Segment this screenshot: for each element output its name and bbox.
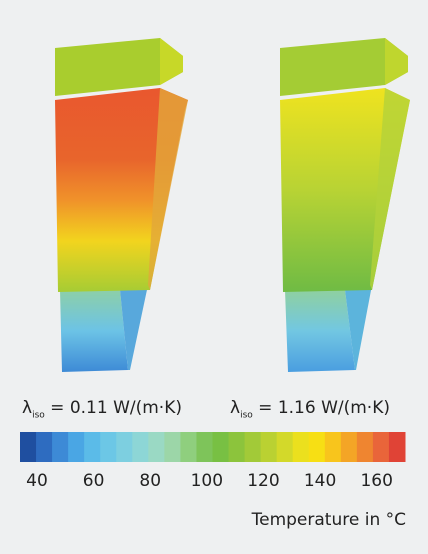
tick-label: 140 — [304, 471, 336, 491]
label-text: = 0.11 W/(m·K) — [50, 398, 182, 418]
color-segment — [84, 432, 101, 462]
color-segment — [293, 432, 310, 462]
subscript: iso — [240, 410, 253, 420]
colorbar-title: Temperature in °C — [252, 510, 406, 530]
figure: 406080100120140160 λiso = 0.11 W/(m·K) λ… — [0, 0, 428, 554]
model-right — [280, 38, 410, 372]
color-segment — [277, 432, 294, 462]
color-segment — [341, 432, 358, 462]
panel-label: λiso = 1.16 W/(m·K) — [230, 398, 390, 420]
color-segment — [68, 432, 85, 462]
tick-label: 40 — [26, 471, 48, 491]
canvas: 40 60 80 100 120 140 160 — [0, 0, 428, 554]
color-segment — [20, 432, 37, 462]
color-segment — [245, 432, 262, 462]
symbol: λ — [230, 398, 240, 418]
color-segment — [180, 432, 197, 462]
color-segment — [213, 432, 230, 462]
panel-label: λiso = 0.11 W/(m·K) — [22, 398, 182, 420]
color-segment — [261, 432, 278, 462]
color-segment — [357, 432, 374, 462]
symbol: λ — [22, 398, 32, 418]
subscript: iso — [32, 410, 45, 420]
color-segment — [373, 432, 390, 462]
color-segment — [52, 432, 69, 462]
color-segment — [116, 432, 133, 462]
color-segment — [164, 432, 181, 462]
color-segment — [196, 432, 213, 462]
color-segment — [132, 432, 149, 462]
tick-label: 160 — [360, 471, 392, 491]
model-left — [55, 38, 188, 372]
tick-label: 60 — [83, 471, 105, 491]
color-segment — [309, 432, 326, 462]
tick-label: 100 — [191, 471, 223, 491]
color-segment — [389, 432, 406, 462]
color-segment — [100, 432, 117, 462]
label-text: = 1.16 W/(m·K) — [258, 398, 390, 418]
color-segment — [229, 432, 246, 462]
color-segment — [325, 432, 342, 462]
tick-label: 120 — [247, 471, 279, 491]
color-segment — [148, 432, 165, 462]
color-segment — [36, 432, 53, 462]
tick-label: 80 — [139, 471, 161, 491]
